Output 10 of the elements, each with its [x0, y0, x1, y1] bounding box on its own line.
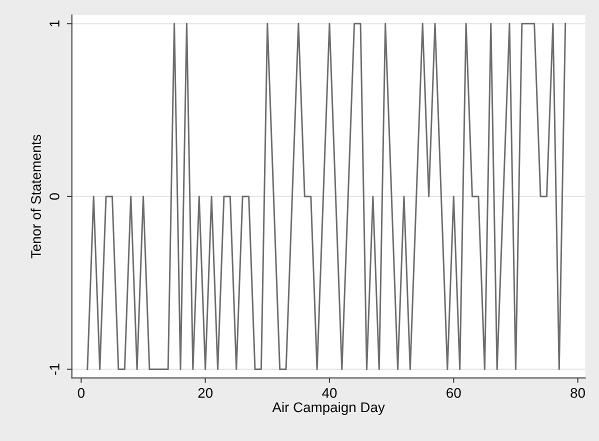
- y-tick-label: 0: [50, 193, 60, 200]
- x-tick-label: 20: [198, 388, 213, 398]
- x-tick-label: 80: [570, 388, 585, 398]
- x-tick-label: 60: [446, 388, 461, 398]
- y-tick-label: 1: [50, 20, 60, 26]
- x-tick-label: 40: [322, 388, 337, 398]
- y-axis-title: Tenor of Statements: [30, 134, 41, 258]
- x-tick-label: 0: [78, 388, 85, 398]
- x-axis-title: Air Campaign Day: [272, 402, 385, 415]
- y-tick-label: -1: [50, 364, 60, 375]
